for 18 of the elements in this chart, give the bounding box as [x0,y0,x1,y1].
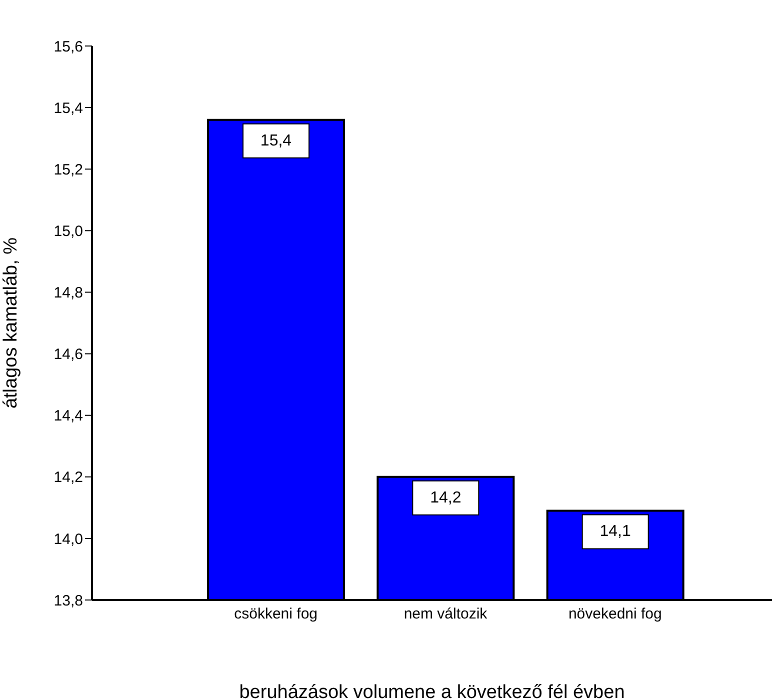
data-label: 14,1 [600,523,632,540]
y-axis-title: átlagos kamatláb, % [0,237,22,409]
y-tick-label: 13,8 [54,592,83,610]
x-tick-label: csökkeni fog [234,606,318,623]
data-label: 15,4 [260,132,292,150]
x-axis-title: beruházások volumene a következő fél évben [239,682,625,700]
y-tick-label: 14,8 [54,284,83,302]
y-tick-label: 14,4 [54,408,83,425]
y-tick-label: 14,2 [54,469,83,486]
y-tick-label: 15,2 [54,161,83,178]
y-tick-label: 14,0 [54,530,83,548]
y-tick-label: 15,6 [54,38,83,56]
y-tick-label: 15,4 [54,100,83,117]
x-tick-label: nem változik [404,606,488,623]
data-label: 14,2 [430,489,462,506]
y-tick-label: 15,0 [54,222,83,240]
y-tick-label: 14,6 [54,346,83,364]
x-tick-label: növekedni fog [568,606,662,623]
